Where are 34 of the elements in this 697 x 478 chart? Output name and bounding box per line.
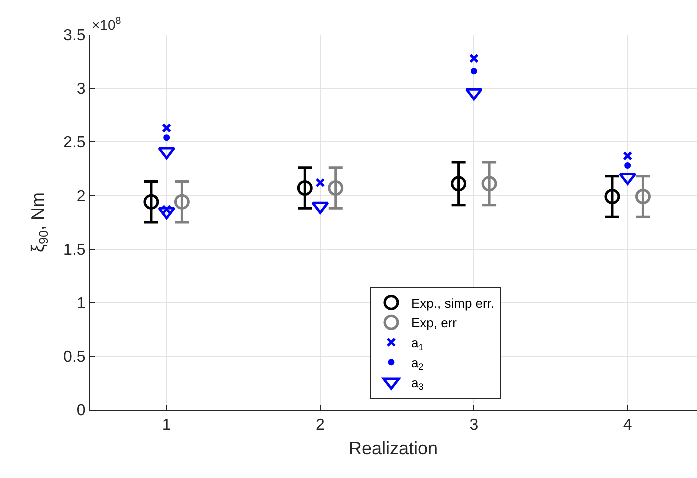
point xyxy=(164,134,170,142)
y-tick-label: 1 xyxy=(76,295,86,312)
y-tick-label: 3.5 xyxy=(64,28,86,45)
text: ×10$^{8}$ xyxy=(92,16,122,33)
legend-label: Exp, err xyxy=(411,316,458,331)
legend-label: a$_{1}$ xyxy=(411,336,424,352)
legend-label: Exp., simp err. xyxy=(411,296,495,311)
y-tick-label: 0.5 xyxy=(64,349,86,366)
point xyxy=(162,123,172,133)
point xyxy=(451,176,467,192)
point xyxy=(469,54,479,64)
y-tick-label: 2.5 xyxy=(64,134,86,152)
x-tick-label: 4 xyxy=(623,417,632,434)
point xyxy=(635,189,651,205)
point xyxy=(624,162,632,169)
x-tick-label: 3 xyxy=(470,417,479,434)
point xyxy=(174,194,190,210)
point xyxy=(144,194,160,210)
x-tick-label: 1 xyxy=(162,417,172,434)
point xyxy=(482,176,498,192)
y-tick-label: 3 xyxy=(76,81,86,98)
point xyxy=(470,68,478,75)
y-tick-label: 1.5 xyxy=(64,242,86,259)
y-tick-label: 2 xyxy=(76,188,86,206)
point xyxy=(316,178,326,188)
point xyxy=(328,180,344,196)
point xyxy=(604,189,620,205)
point xyxy=(623,151,633,161)
x-tick-label: 2 xyxy=(316,417,326,434)
x-axis-title: Realization xyxy=(348,438,438,458)
y-tick-label: 0 xyxy=(76,402,86,420)
legend-label: a$_{2}$ xyxy=(411,355,424,372)
point xyxy=(297,180,313,196)
legend-label: a$_{3}$ xyxy=(411,375,424,392)
